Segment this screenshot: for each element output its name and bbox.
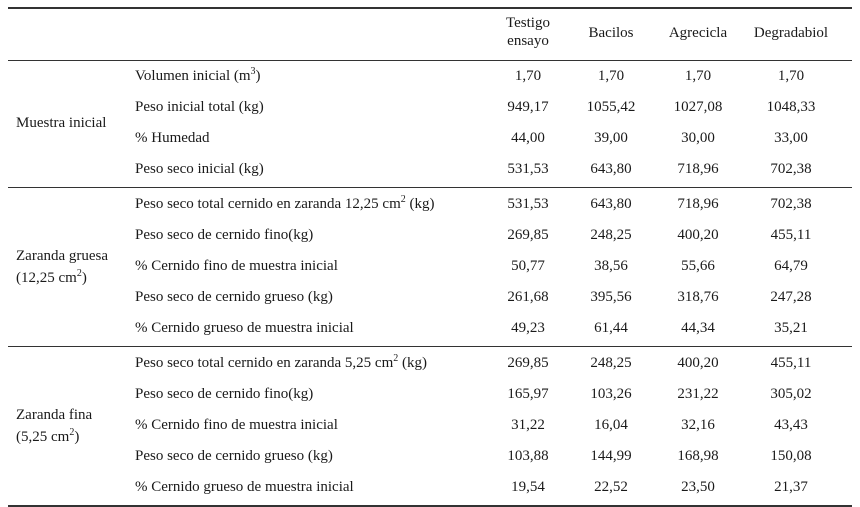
table-row: Peso seco de cernido fino(kg) 165,97 103,2…: [8, 379, 852, 410]
table-cell: 248,25: [590, 355, 632, 371]
table-cell: 61,44: [594, 320, 628, 336]
table-cell: 1027,08: [673, 99, 723, 115]
table-cell: 43,43: [774, 417, 808, 433]
table-cell: 455,11: [770, 227, 812, 243]
row-label: % Cernido fino de muestra inicial: [135, 417, 338, 433]
group-label: Muestra inicial: [16, 115, 107, 131]
col-header-testigo-line2: ensayo: [507, 33, 549, 49]
table-cell: 150,08: [770, 448, 812, 464]
table-row: % Cernido grueso de muestra inicial 49,23…: [8, 313, 852, 344]
group-rule: [8, 187, 852, 188]
row-label: Volumen inicial (m3): [135, 66, 261, 85]
table-row: Peso seco total cernido en zaranda 5,25 …: [8, 348, 852, 379]
table-cell: 643,80: [590, 196, 632, 212]
table-cell: 1,70: [514, 68, 542, 84]
table-cell: 305,02: [770, 386, 812, 402]
table-row: Peso seco de cernido fino(kg) 269,85 248,2…: [8, 220, 852, 251]
table-cell: 531,53: [507, 196, 549, 212]
table-cell: 248,25: [590, 227, 632, 243]
table-cell: 31,22: [511, 417, 545, 433]
table-cell: 64,79: [774, 258, 808, 274]
row-label: % Cernido fino de muestra inicial: [135, 258, 338, 274]
table-cell: 531,53: [507, 161, 549, 177]
table-cell: 269,85: [507, 355, 549, 371]
table-cell: 1,70: [777, 68, 805, 84]
group-label: Zaranda fina (5,25 cm2): [16, 406, 93, 445]
col-header-bacilos: Bacilos: [588, 25, 634, 41]
row-label: % Cernido grueso de muestra inicial: [135, 479, 354, 495]
row-label: Peso seco de cernido grueso (kg): [135, 289, 333, 305]
table-cell: 44,34: [681, 320, 715, 336]
table-cell: 50,77: [511, 258, 545, 274]
row-label: Peso seco de cernido fino(kg): [135, 227, 314, 243]
table-cell: 718,96: [677, 196, 719, 212]
table-cell: 1048,33: [766, 99, 816, 115]
col-header-testigo: Testigo ensayo: [483, 14, 573, 50]
table-row: % Cernido fino de muestra inicial 31,22 16…: [8, 410, 852, 441]
row-label: Peso seco de cernido fino(kg): [135, 386, 314, 402]
table-cell: 165,97: [507, 386, 549, 402]
table-cell: 19,54: [511, 479, 545, 495]
table-cell: 22,52: [594, 479, 628, 495]
table-cell: 247,28: [770, 289, 812, 305]
table-cell: 1,70: [684, 68, 712, 84]
table-cell: 643,80: [590, 161, 632, 177]
row-label: Peso seco de cernido grueso (kg): [135, 448, 333, 464]
table-cell: 400,20: [677, 227, 719, 243]
table-cell: 1055,42: [586, 99, 636, 115]
table-cell: 44,00: [511, 130, 545, 146]
table-cell: 702,38: [770, 161, 812, 177]
table-cell: 55,66: [681, 258, 715, 274]
col-header-agrecicla: Agrecicla: [668, 25, 728, 41]
col-header-degradabiol: Degradabiol: [753, 25, 829, 41]
table-cell: 39,00: [594, 130, 628, 146]
row-label: % Cernido grueso de muestra inicial: [135, 320, 354, 336]
table-row: Peso seco total cernido en zaranda 12,25…: [8, 189, 852, 220]
table-row: Peso seco de cernido grueso (kg) 261,68 39…: [8, 282, 852, 313]
row-label: Peso seco total cernido en zaranda 5,25 …: [135, 353, 427, 372]
table-cell: 168,98: [677, 448, 719, 464]
table-cell: 30,00: [681, 130, 715, 146]
table-cell: 144,99: [590, 448, 632, 464]
table-row: % Humedad 44,00 39,00 30,00 33,00: [8, 123, 852, 154]
table-cell: 33,00: [774, 130, 808, 146]
table-cell: 261,68: [507, 289, 549, 305]
col-header-testigo-line1: Testigo: [506, 15, 550, 31]
table-cell: 103,26: [590, 386, 632, 402]
group-rule: [8, 505, 852, 507]
table-cell: 49,23: [511, 320, 545, 336]
table-row: Peso seco inicial (kg) 531,53 643,80 718,96…: [8, 154, 852, 185]
table-cell: 400,20: [677, 355, 719, 371]
table-cell: 32,16: [681, 417, 715, 433]
table-row: % Cernido grueso de muestra inicial 19,54…: [8, 472, 852, 503]
header-rule: [8, 60, 852, 61]
row-label: Peso inicial total (kg): [135, 99, 264, 115]
table-row: Peso inicial total (kg) 949,17 1055,42 1027…: [8, 92, 852, 123]
row-label: Peso seco total cernido en zaranda 12,25…: [135, 194, 435, 213]
table-cell: 35,21: [774, 320, 808, 336]
group-rule: [8, 346, 852, 347]
group-label: Zaranda gruesa (12,25 cm2): [16, 247, 109, 286]
table-cell: 455,11: [770, 355, 812, 371]
table-cell: 16,04: [594, 417, 628, 433]
table-row: % Cernido fino de muestra inicial 50,77 38…: [8, 251, 852, 282]
table-cell: 395,56: [590, 289, 632, 305]
table-cell: 1,70: [597, 68, 625, 84]
top-rule: [8, 7, 852, 9]
table-cell: 38,56: [594, 258, 628, 274]
row-label: % Humedad: [135, 130, 210, 146]
table-cell: 231,22: [677, 386, 719, 402]
table-cell: 318,76: [677, 289, 719, 305]
table-cell: 23,50: [681, 479, 715, 495]
table-cell: 718,96: [677, 161, 719, 177]
table-cell: 103,88: [507, 448, 549, 464]
row-label: Peso seco inicial (kg): [135, 161, 264, 177]
table-row: Peso seco de cernido grueso (kg) 103,88 14…: [8, 441, 852, 472]
table-cell: 269,85: [507, 227, 549, 243]
table-cell: 949,17: [507, 99, 549, 115]
table-row: Volumen inicial (m3) 1,70 1,70 1,70 1,70: [8, 61, 852, 92]
table-cell: 21,37: [774, 479, 808, 495]
table-cell: 702,38: [770, 196, 812, 212]
